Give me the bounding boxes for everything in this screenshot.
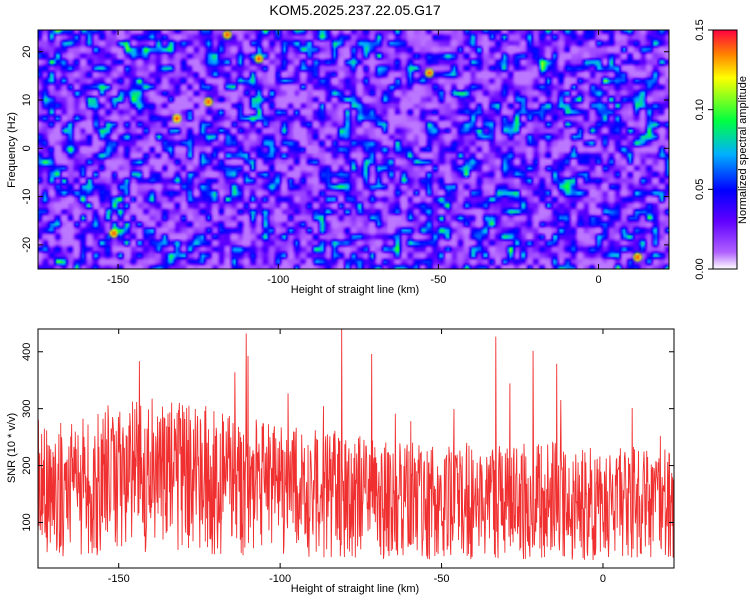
heatmap-y-ticks: -20 -10 0 10 20 <box>21 46 669 253</box>
heatmap-y-tick-label: 10 <box>21 94 33 106</box>
colorbar-tick-label: 0.05 <box>694 179 706 200</box>
colorbar-ticks: 0.00 0.05 0.10 0.15 <box>694 19 713 280</box>
heatmap-y-tick-label: -10 <box>21 189 33 205</box>
colorbar: 0.00 0.05 0.10 0.15 Normalized spectral amp… <box>694 19 749 279</box>
snr-panel: -150 -100 -50 0 100 200 300 400 Height of stra… <box>6 328 675 595</box>
snr-y-tick-label: 100 <box>21 513 33 531</box>
heatmap-x-ticks: -150 -100 -50 0 <box>107 30 602 286</box>
figure-title: KOM5.2025.237.22.05.G17 <box>269 2 440 18</box>
snr-x-axis-label: Height of straight line (km) <box>291 583 419 595</box>
heatmap-y-tick-label: 20 <box>21 46 33 58</box>
heatmap-x-axis-label: Height of straight line (km) <box>291 284 419 296</box>
colorbar-gradient <box>712 29 738 270</box>
heatmap-x-tick-label: -50 <box>430 274 446 286</box>
heatmap-y-tick-label: 0 <box>21 145 33 151</box>
snr-x-tick-label: -100 <box>269 573 291 585</box>
snr-frame <box>37 328 675 569</box>
snr-y-tick-label: 200 <box>21 456 33 474</box>
heatmap-y-axis-label: Frequency (Hz) <box>6 112 18 188</box>
snr-y-axis-label: SNR (10 * v/v) <box>6 413 18 483</box>
snr-x-ticks: -150 -100 -50 0 <box>108 329 606 585</box>
heatmap-x-tick-label: -100 <box>267 274 289 286</box>
colorbar-tick-label: 0.15 <box>694 19 706 40</box>
snr-x-tick-label: -150 <box>108 573 130 585</box>
heatmap-x-tick-label: -150 <box>107 274 129 286</box>
heatmap-frame <box>37 29 670 270</box>
snr-x-tick-label: 0 <box>600 573 606 585</box>
colorbar-label: Normalized spectral amplitude <box>737 76 749 224</box>
snr-y-tick-label: 300 <box>21 399 33 417</box>
snr-x-tick-label: -50 <box>434 573 450 585</box>
colorbar-tick-label: 0.10 <box>694 99 706 120</box>
snr-y-ticks: 100 200 300 400 <box>21 343 674 532</box>
heatmap-x-tick-label: 0 <box>595 274 601 286</box>
snr-y-tick-label: 400 <box>21 343 33 361</box>
heatmap-y-tick-label: -20 <box>21 237 33 253</box>
heatmap-image <box>38 30 669 269</box>
colorbar-tick-label: 0.00 <box>694 258 706 279</box>
snr-series-line <box>38 329 674 561</box>
